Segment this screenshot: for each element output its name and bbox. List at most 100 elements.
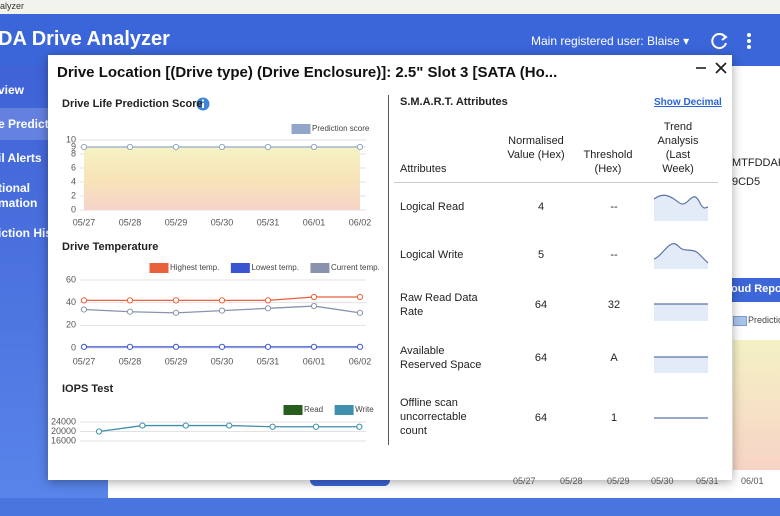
footer-band bbox=[0, 498, 780, 516]
x-tick-label: 06/01 bbox=[303, 356, 326, 366]
legend-label: Lowest temp. bbox=[251, 263, 299, 272]
trend-sparkline bbox=[654, 356, 708, 373]
x-tick-label: 05/27 bbox=[73, 356, 96, 366]
x-tick-label: 05/30 bbox=[211, 356, 234, 366]
data-point bbox=[310, 143, 318, 151]
legend-swatch bbox=[733, 316, 747, 326]
data-point bbox=[356, 309, 364, 316]
data-point bbox=[264, 297, 272, 304]
area-fill bbox=[84, 147, 360, 210]
nav-item[interactable]: tional bbox=[0, 181, 30, 195]
more-icon[interactable] bbox=[744, 31, 754, 51]
plots bbox=[80, 139, 366, 442]
data-point bbox=[264, 143, 272, 151]
bg-date: 05/29 bbox=[607, 476, 630, 486]
legend-label: Highest temp. bbox=[170, 263, 219, 272]
y-tick-label: 40 bbox=[66, 297, 76, 307]
column-header: Attributes bbox=[400, 163, 447, 175]
column-header: Threshold (Hex) bbox=[583, 149, 633, 175]
x-tick-label: 06/02 bbox=[349, 217, 372, 227]
legend-label: Predictio bbox=[748, 315, 780, 325]
nav-item: mation bbox=[0, 196, 38, 210]
data-point bbox=[310, 302, 318, 310]
data-point bbox=[356, 423, 363, 430]
data-point bbox=[218, 307, 226, 314]
attribute-name: Logical Read bbox=[400, 201, 465, 213]
nav-item[interactable]: e Predicti bbox=[0, 117, 53, 131]
x-tick-label: 05/29 bbox=[165, 217, 188, 227]
trend-sparkline bbox=[654, 417, 708, 419]
show-decimal[interactable]: Show Decimal bbox=[654, 97, 722, 108]
normalised-value: 64 bbox=[534, 352, 548, 364]
chart-title: Drive Temperature bbox=[62, 241, 158, 253]
trend-sparkline bbox=[654, 303, 708, 321]
x-tick-label: 05/31 bbox=[257, 356, 280, 366]
y-tick-label: 60 bbox=[66, 274, 76, 284]
attribute-name: Available Reserved Space bbox=[400, 345, 482, 371]
data-point bbox=[264, 343, 272, 350]
minimize-button[interactable] bbox=[694, 61, 708, 75]
nav-item[interactable]: iction His bbox=[0, 226, 53, 240]
nav-item[interactable]: view bbox=[0, 83, 25, 97]
attribute-name: Raw Read Data Rate bbox=[400, 292, 478, 318]
attribute-name: Offline scan uncorrectable count bbox=[400, 397, 467, 437]
threshold-value: 1 bbox=[610, 412, 618, 424]
data-point bbox=[172, 143, 180, 151]
y-tick-label: 0 bbox=[71, 342, 76, 352]
bg-date: 05/27 bbox=[513, 476, 536, 486]
data-point bbox=[126, 308, 134, 315]
x-tick-label: 05/28 bbox=[119, 217, 142, 227]
bg-date: 05/31 bbox=[696, 476, 719, 486]
data-point bbox=[356, 143, 364, 151]
chart-title: Drive Life Prediction Score bbox=[62, 98, 203, 110]
y-tick-label: 4 bbox=[71, 176, 76, 186]
threshold-value: -- bbox=[610, 201, 618, 213]
close-button[interactable] bbox=[714, 61, 728, 75]
x-tick-label: 06/01 bbox=[303, 217, 326, 227]
legend-label: Write bbox=[355, 405, 374, 414]
data-point bbox=[356, 293, 364, 301]
bg-date: 05/28 bbox=[560, 476, 583, 486]
x-tick-label: 05/28 bbox=[119, 356, 142, 366]
data-point bbox=[80, 297, 88, 304]
data-point bbox=[218, 343, 226, 350]
data-point bbox=[264, 305, 272, 312]
bg-date: 06/01 bbox=[741, 476, 764, 486]
normalised-value: 4 bbox=[537, 201, 545, 213]
data-point bbox=[310, 293, 318, 301]
legend-label: Read bbox=[304, 405, 323, 414]
normalised-value: 64 bbox=[534, 299, 548, 311]
trend-sparkline bbox=[654, 243, 709, 269]
legend-swatch bbox=[334, 405, 354, 415]
column-header: Normalised Value (Hex) bbox=[507, 135, 565, 161]
data-point bbox=[172, 309, 180, 316]
title-bar: alyzer bbox=[0, 0, 780, 14]
legend-swatch bbox=[149, 263, 169, 273]
card-title: oud Repor bbox=[731, 283, 780, 295]
y-tick-label: 10 bbox=[66, 134, 76, 144]
x-tick-label: 06/02 bbox=[349, 356, 372, 366]
user-label[interactable]: Main registered user: Blaise bbox=[531, 34, 680, 48]
data-point bbox=[172, 297, 180, 304]
data-point bbox=[218, 143, 226, 151]
x-tick-label: 05/31 bbox=[257, 217, 280, 227]
user-menu[interactable]: Main registered user: Blaise ▾ bbox=[531, 34, 690, 48]
attribute-name: Logical Write bbox=[400, 249, 464, 261]
info-icon-glyph bbox=[201, 99, 205, 102]
normalised-value: 5 bbox=[537, 249, 545, 261]
data-point bbox=[218, 297, 226, 304]
data-point bbox=[312, 423, 320, 430]
drive-model: MTFDDAK4 bbox=[732, 157, 780, 169]
threshold-value: 32 bbox=[607, 299, 621, 311]
y-tick-label: 9 bbox=[71, 141, 76, 151]
legend-label: Current temp. bbox=[331, 263, 380, 272]
x-tick-label: 05/30 bbox=[211, 217, 234, 227]
smart-title: S.M.A.R.T. Attributes bbox=[400, 96, 508, 108]
bg-date: 05/30 bbox=[651, 476, 674, 486]
nav-item[interactable]: il Alerts bbox=[0, 151, 42, 165]
y-tick-label: 2 bbox=[71, 190, 76, 200]
data-point bbox=[126, 343, 134, 350]
chart-area bbox=[733, 340, 780, 470]
refresh-icon[interactable] bbox=[710, 31, 730, 51]
